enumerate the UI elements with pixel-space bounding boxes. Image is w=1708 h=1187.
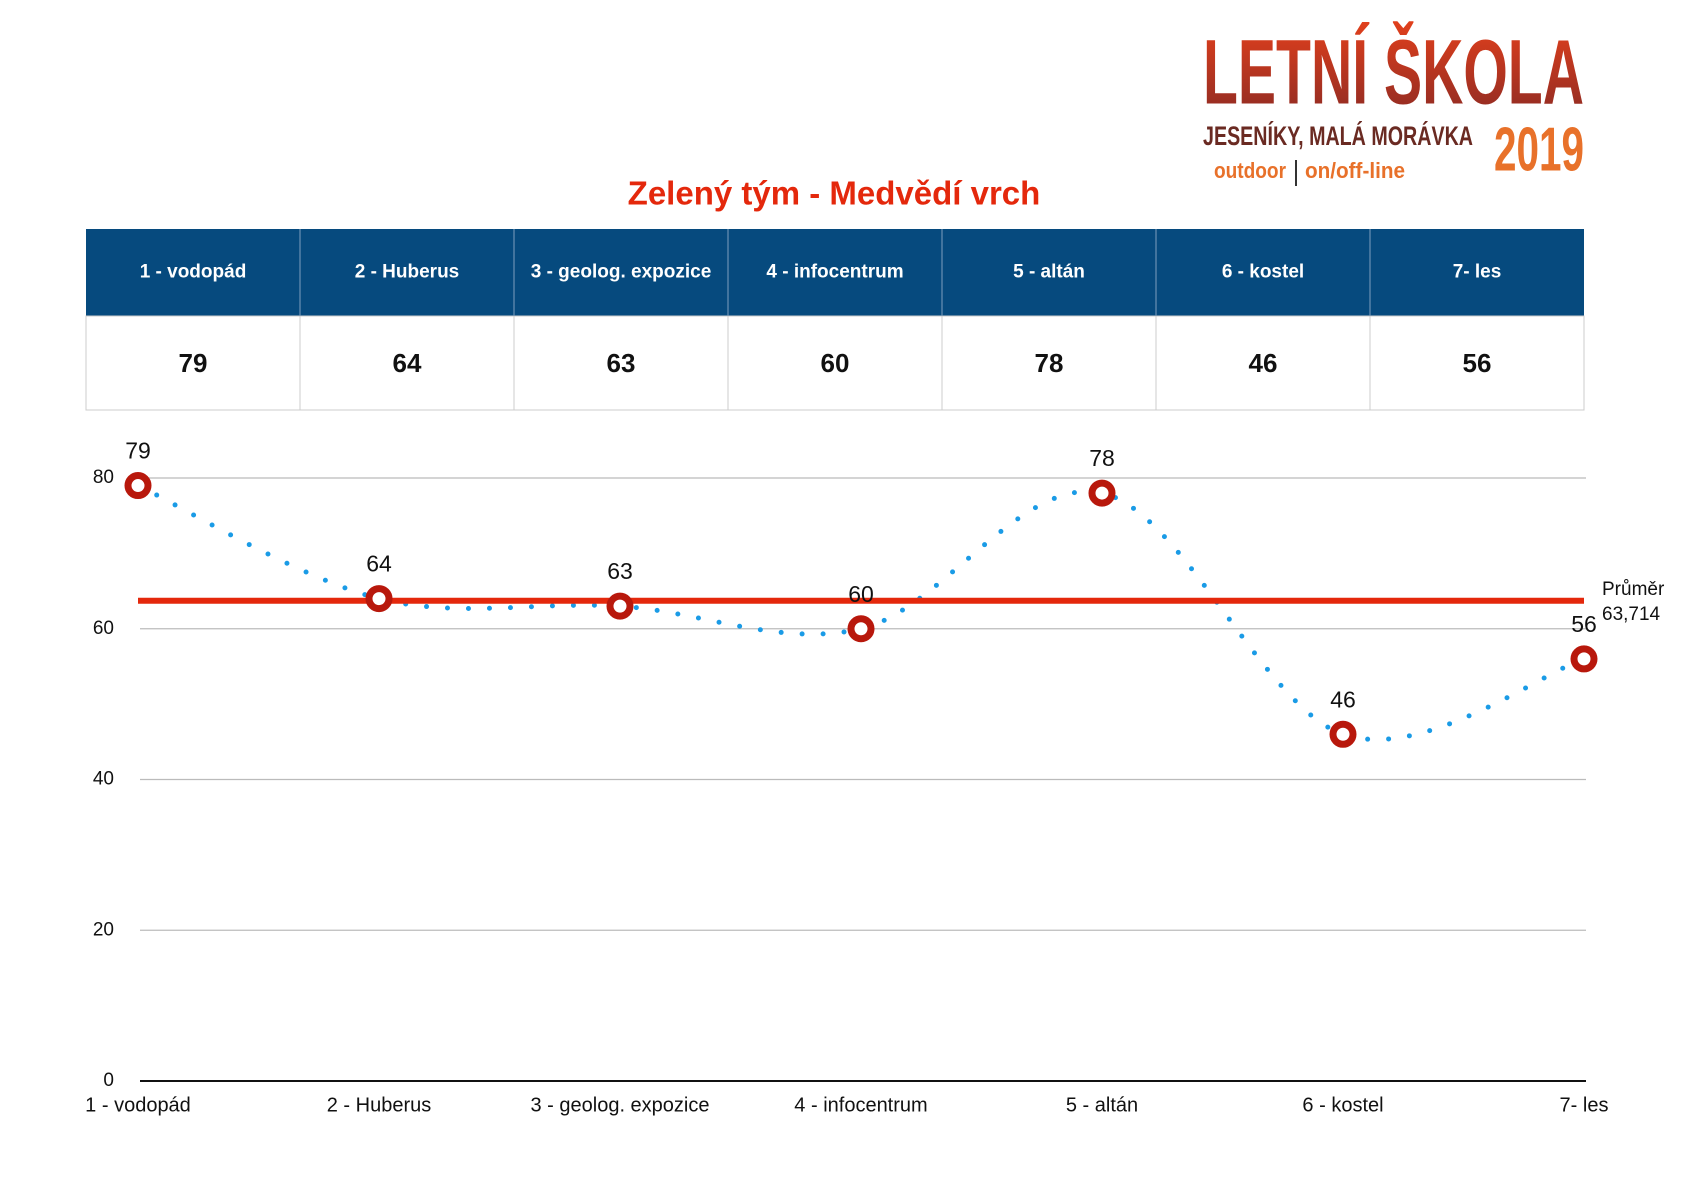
data-point [124, 472, 152, 500]
logo-place: JESENÍKY, MALÁ MORÁVKA [1203, 120, 1473, 151]
data-label: 78 [1089, 445, 1115, 471]
table-value-cell: 78 [1035, 348, 1064, 378]
table-value-cell: 60 [821, 348, 850, 378]
x-tick-label: 3 - geolog. expozice [530, 1094, 709, 1116]
table-value-cell: 63 [607, 348, 636, 378]
average-name: Průměr [1602, 579, 1665, 600]
x-tick-label: 2 - Huberus [327, 1094, 432, 1116]
table-header-cell: 4 - infocentrum [766, 262, 903, 283]
table-header-cell: 3 - geolog. expozice [531, 262, 712, 283]
table-header [86, 229, 1584, 316]
data-point [847, 615, 875, 643]
y-tick-label: 0 [103, 1070, 114, 1091]
data-point [1570, 645, 1598, 673]
y-tick-label: 20 [93, 919, 114, 940]
table-header-cell: 2 - Huberus [355, 262, 460, 283]
data-label: 56 [1571, 611, 1597, 637]
table-header-cell: 6 - kostel [1222, 262, 1304, 283]
chart-title: Zelený tým - Medvědí vrch [628, 175, 1041, 212]
table-value-cell: 46 [1249, 348, 1278, 378]
data-label: 60 [848, 581, 874, 607]
data-label: 64 [366, 551, 392, 577]
logo-outdoor: outdoor [1214, 158, 1286, 183]
data-label: 79 [125, 438, 151, 464]
logo-online: on/off-line [1305, 158, 1405, 183]
y-tick-label: 40 [93, 769, 114, 790]
table-value-cell: 64 [393, 348, 422, 378]
logo-year: 2019 [1494, 115, 1584, 184]
x-tick-label: 1 - vodopád [85, 1094, 191, 1116]
table-value-cell: 79 [179, 348, 208, 378]
data-point [1329, 720, 1357, 748]
logo-title: LETNÍ ŠKOLA [1203, 20, 1584, 123]
table-value-cell: 56 [1463, 348, 1492, 378]
x-tick-label: 4 - infocentrum [794, 1094, 927, 1116]
data-label: 63 [607, 558, 633, 584]
table-body [85, 315, 1585, 411]
x-tick-label: 7- les [1560, 1094, 1609, 1116]
x-tick-label: 5 - altán [1066, 1094, 1138, 1116]
y-tick-label: 60 [93, 618, 114, 639]
x-tick-label: 6 - kostel [1302, 1094, 1383, 1116]
y-tick-label: 80 [93, 467, 114, 488]
average-label: 63,714 [1602, 604, 1661, 625]
data-label: 46 [1330, 686, 1356, 712]
data-point [1088, 479, 1116, 507]
table-header-cell: 1 - vodopád [140, 262, 247, 283]
table-header-cell: 5 - altán [1013, 262, 1085, 283]
data-point [606, 592, 634, 620]
data-line [135, 483, 1587, 742]
table-header-cell: 7- les [1453, 262, 1502, 283]
data-point [365, 585, 393, 613]
